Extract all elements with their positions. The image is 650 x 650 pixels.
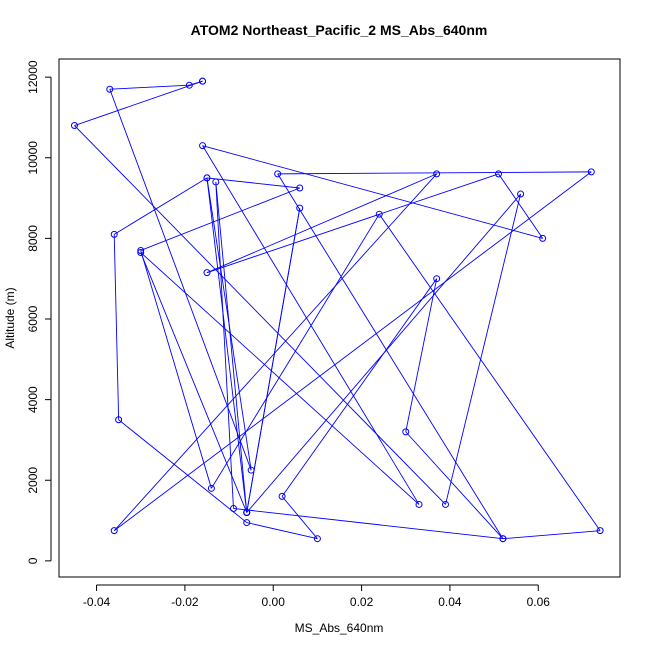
data-point xyxy=(596,527,604,535)
x-tick-label: -0.04 xyxy=(83,595,111,609)
y-axis: 0 2000 4000 6000 8000 10000 12000 xyxy=(26,60,52,564)
series-segment xyxy=(378,213,601,531)
series-segment xyxy=(113,177,208,235)
plot-frame xyxy=(58,58,621,578)
y-tick-label: 0 xyxy=(26,557,40,564)
series-segment xyxy=(74,125,446,505)
series-segment xyxy=(109,84,190,90)
series-layer xyxy=(70,77,604,543)
series-segment xyxy=(140,250,212,489)
series-segment xyxy=(113,171,592,532)
data-point xyxy=(207,484,215,492)
series-segment xyxy=(502,530,601,540)
data-point xyxy=(203,174,211,182)
data-point xyxy=(296,204,304,212)
series-segment xyxy=(405,278,438,432)
data-point xyxy=(247,466,255,474)
series-segment xyxy=(405,431,504,540)
series-segment xyxy=(498,173,544,239)
y-tick-label: 8000 xyxy=(26,225,40,252)
series-segment xyxy=(206,177,248,513)
data-point xyxy=(243,509,251,517)
data-point xyxy=(442,500,450,508)
series-segment xyxy=(140,252,248,513)
series-segment xyxy=(140,252,420,505)
data-point xyxy=(517,190,525,198)
series-segment xyxy=(246,193,521,513)
data-point xyxy=(137,248,145,256)
data-point xyxy=(274,170,282,178)
y-tick-label: 12000 xyxy=(26,60,40,94)
data-point xyxy=(402,428,410,436)
series-segment xyxy=(233,508,503,540)
series-segment xyxy=(206,173,437,274)
data-point xyxy=(212,178,220,186)
data-point xyxy=(539,234,547,242)
data-point xyxy=(106,85,114,93)
data-point xyxy=(110,230,118,238)
data-point xyxy=(433,275,441,283)
data-point xyxy=(229,504,237,512)
data-point xyxy=(278,492,286,500)
series-segment xyxy=(246,208,301,513)
series-segment xyxy=(206,173,499,274)
series-segment xyxy=(113,234,120,420)
data-point xyxy=(137,246,145,254)
data-point xyxy=(110,527,118,535)
series-segment xyxy=(215,181,234,509)
series-segment xyxy=(109,89,252,471)
data-point xyxy=(243,519,251,527)
y-tick-label: 10000 xyxy=(26,141,40,175)
y-axis-label: Altitude (m) xyxy=(3,287,17,348)
data-point xyxy=(199,142,207,150)
x-tick-label: -0.02 xyxy=(171,595,199,609)
data-point xyxy=(203,269,211,277)
series-segment xyxy=(74,80,203,126)
y-tick-label: 6000 xyxy=(26,305,40,332)
series-segment xyxy=(281,278,438,497)
series-segment xyxy=(113,173,438,531)
x-axis-label: MS_Abs_640nm xyxy=(295,621,384,635)
series-segment xyxy=(445,193,522,505)
data-point xyxy=(375,210,383,218)
x-tick-label: 0.00 xyxy=(262,595,286,609)
data-point xyxy=(499,535,507,543)
series-segment xyxy=(215,181,248,513)
data-point xyxy=(313,535,321,543)
series-segment xyxy=(277,171,592,175)
x-axis: -0.04 -0.02 0.00 0.02 0.04 0.06 xyxy=(83,584,551,609)
series-segment xyxy=(202,145,420,505)
x-tick-label: 0.04 xyxy=(438,595,462,609)
series-segment xyxy=(202,145,543,239)
data-point xyxy=(185,81,193,89)
y-tick-label: 2000 xyxy=(26,467,40,494)
series-segment xyxy=(281,496,318,539)
data-point xyxy=(433,170,441,178)
y-tick-label: 4000 xyxy=(26,386,40,413)
series-segment xyxy=(140,187,300,251)
series-segment xyxy=(118,419,248,523)
series-segment xyxy=(246,522,318,540)
data-point xyxy=(70,122,78,130)
data-point xyxy=(115,416,123,424)
data-point xyxy=(495,170,503,178)
data-point xyxy=(415,500,423,508)
series-segment xyxy=(277,173,504,539)
chart-title: ATOM2 Northeast_Pacific_2 MS_Abs_640nm xyxy=(191,22,488,38)
series-segment xyxy=(206,177,300,189)
data-point xyxy=(199,77,207,85)
data-point xyxy=(296,184,304,192)
x-tick-label: 0.06 xyxy=(527,595,551,609)
x-tick-label: 0.02 xyxy=(350,595,374,609)
data-point xyxy=(587,168,595,176)
